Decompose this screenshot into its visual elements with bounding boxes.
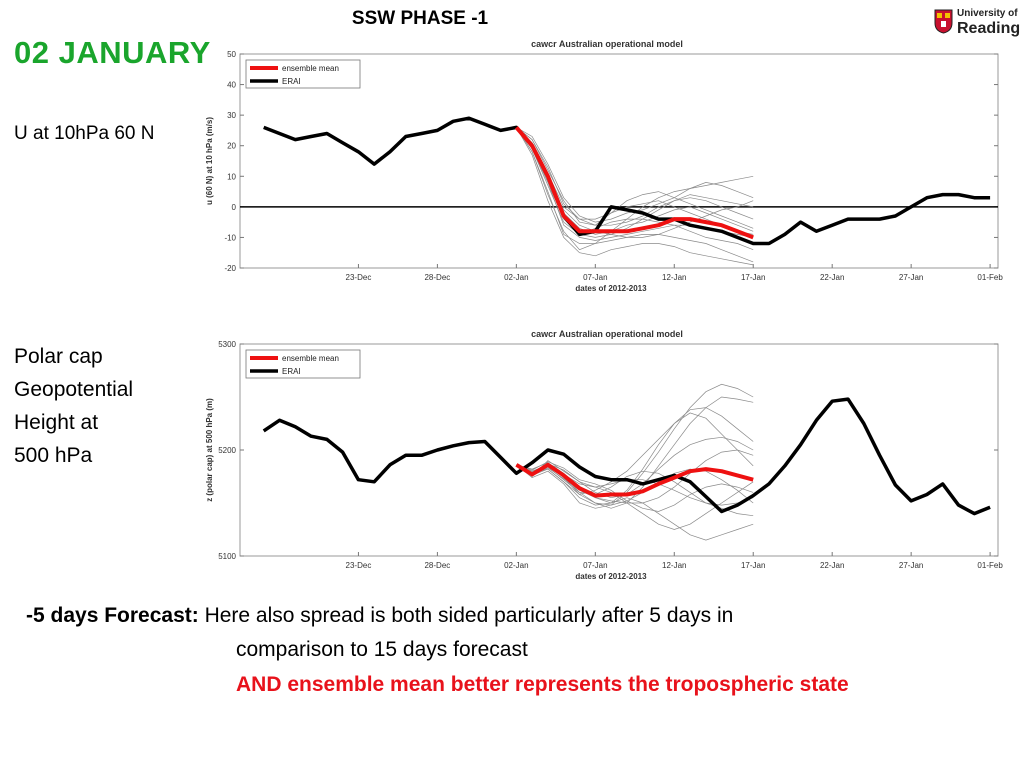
y-tick-label: 20	[227, 142, 236, 151]
x-tick-label: 01-Feb	[977, 273, 1003, 282]
y-tick-label: 10	[227, 172, 236, 181]
logo-line2: Reading	[957, 20, 1021, 37]
x-tick-label: 27-Jan	[899, 561, 923, 570]
polar-label-line: Height at	[14, 411, 99, 434]
chart-legend: ensemble mean ERAI	[245, 349, 361, 379]
chart-title: cawcr Australian operational model	[531, 39, 683, 49]
y-axis-label: z (polar cap) at 500 hPa (m)	[205, 398, 214, 502]
caption-highlight: AND ensemble mean better represents the …	[236, 673, 849, 696]
y-tick-label: 0	[232, 203, 237, 212]
u-wind-chart: cawcr Australian operational model -20 -10…	[196, 36, 1010, 296]
ensemble-member-line	[516, 127, 754, 263]
crest-icon	[934, 9, 953, 34]
logo-line1: University of	[957, 8, 1018, 19]
u-wind-label: U at 10hPa 60 N	[14, 123, 155, 144]
plot-frame	[239, 343, 999, 557]
slide-title: SSW PHASE -1	[351, 8, 489, 29]
legend-box	[245, 59, 361, 89]
x-tick-label: 17-Jan	[741, 561, 765, 570]
erai-line	[262, 397, 991, 516]
ensemble-member-line	[516, 407, 754, 506]
y-axis-label: u (60 N) at 10 hPa (m/s)	[205, 117, 214, 205]
y-tick-label: -10	[224, 233, 236, 242]
y-tick-label: -20	[224, 264, 236, 273]
ensemble-mean-line	[515, 462, 754, 498]
x-tick-label: 23-Dec	[346, 273, 372, 282]
y-tick-label: 50	[227, 50, 236, 59]
caption-line2: comparison to 15 days forecast	[236, 638, 528, 661]
legend-label: ensemble mean	[282, 354, 339, 363]
x-tick-label: 07-Jan	[583, 273, 607, 282]
x-tick-label: 22-Jan	[820, 273, 844, 282]
x-tick-label: 02-Jan	[504, 561, 528, 570]
x-tick-label: 28-Dec	[424, 561, 450, 570]
erai-line	[263, 116, 991, 246]
y-tick-label: 5200	[218, 446, 236, 455]
polar-label-line: 500 hPa	[14, 444, 93, 467]
x-tick-label: 01-Feb	[977, 561, 1003, 570]
chart-legend: ensemble mean ERAI	[245, 59, 361, 89]
ensemble-member-line	[516, 436, 754, 499]
legend-label: ERAI	[282, 77, 301, 86]
x-tick-label: 02-Jan	[504, 273, 528, 282]
legend-label: ERAI	[282, 367, 301, 376]
x-tick-label: 28-Dec	[424, 273, 450, 282]
university-logo: University of Reading	[934, 8, 1024, 40]
ensemble-member-line	[516, 461, 754, 512]
ensemble-member-line	[516, 127, 754, 266]
caption-text: Here also spread is both sided particula…	[198, 604, 734, 627]
ensemble-mean-line	[514, 126, 754, 240]
polar-label-line: Polar cap	[14, 345, 103, 368]
legend-label: ensemble mean	[282, 64, 339, 73]
polar-cap-label: Polar cap Geopotential Height at 500 hPa	[14, 340, 133, 472]
x-tick-label: 12-Jan	[662, 273, 686, 282]
x-tick-label: 22-Jan	[820, 561, 844, 570]
ensemble-member-line	[516, 127, 754, 251]
chart-title: cawcr Australian operational model	[531, 329, 683, 339]
ensemble-member-line	[516, 460, 754, 530]
legend-box	[245, 349, 361, 379]
x-axis-label: dates of 2012-2013	[575, 572, 647, 581]
y-tick-label: 5100	[218, 552, 236, 561]
chart-svg: cawcr Australian operational model 5100 52…	[205, 329, 1003, 581]
x-tick-label: 07-Jan	[583, 561, 607, 570]
chart-svg: cawcr Australian operational model -20 -10…	[205, 39, 1003, 293]
caption-line1: -5 days Forecast: Here also spread is bo…	[26, 604, 733, 628]
geopotential-chart: cawcr Australian operational model 5100 52…	[196, 326, 1010, 584]
y-tick-label: 30	[227, 111, 236, 120]
y-tick-label: 40	[227, 81, 236, 90]
x-tick-label: 23-Dec	[346, 561, 372, 570]
x-tick-label: 12-Jan	[662, 561, 686, 570]
ensemble-member-line	[516, 449, 754, 504]
x-axis-label: dates of 2012-2013	[575, 284, 647, 293]
y-tick-label: 5300	[218, 340, 236, 349]
x-tick-label: 17-Jan	[741, 273, 765, 282]
polar-label-line: Geopotential	[14, 378, 134, 401]
caption-bold-prefix: -5 days Forecast:	[26, 604, 199, 627]
date-heading: 02 JANUARY	[14, 35, 211, 70]
x-tick-label: 27-Jan	[899, 273, 923, 282]
